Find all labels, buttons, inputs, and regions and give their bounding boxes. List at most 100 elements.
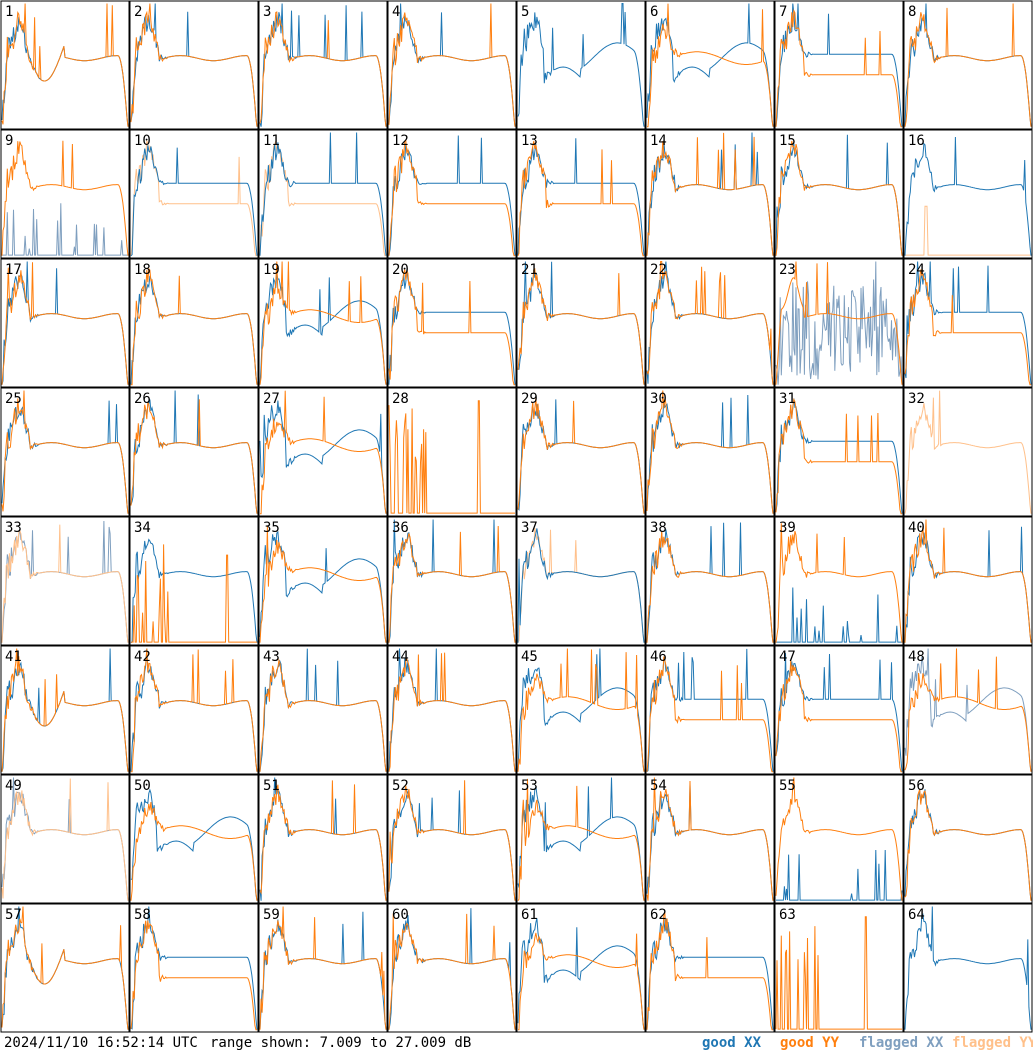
panel: 27 xyxy=(258,387,388,517)
series-good-xx xyxy=(904,136,1032,256)
panel-label: 5 xyxy=(521,4,529,20)
panel: 48 xyxy=(903,645,1033,775)
panel-label: 35 xyxy=(263,520,280,536)
panel-label: 48 xyxy=(908,649,925,665)
panel-frame xyxy=(0,0,130,130)
panel-label: 7 xyxy=(779,4,787,20)
panel: 59 xyxy=(258,903,388,1033)
panel: 35 xyxy=(258,516,388,646)
series-good-yy xyxy=(775,397,902,515)
panel-label: 54 xyxy=(650,778,667,794)
panel-frame xyxy=(774,645,904,775)
panel: 13 xyxy=(516,129,646,259)
series-good-yy xyxy=(130,801,258,901)
series-good-yy xyxy=(775,523,903,643)
series-good-xx xyxy=(517,777,645,901)
panel-label: 57 xyxy=(5,907,22,923)
series-good-xx xyxy=(904,906,1032,1030)
series-good-yy xyxy=(775,8,902,128)
series-good-yy xyxy=(131,267,258,386)
series-good-yy xyxy=(646,777,774,901)
panel-label: 34 xyxy=(134,520,151,536)
panel-label: 52 xyxy=(392,778,409,794)
panel: 47 xyxy=(774,645,904,775)
panel-label: 1 xyxy=(5,4,13,20)
series-good-yy xyxy=(517,648,645,772)
series-good-yy xyxy=(518,932,645,1031)
series-good-yy xyxy=(130,399,258,514)
panel: 5 xyxy=(516,0,646,130)
series-good-xx xyxy=(259,132,387,256)
panel: 43 xyxy=(258,645,388,775)
panel: 23 xyxy=(774,258,904,388)
panel-frame xyxy=(516,903,646,1033)
legend-flagged-xx: flagged XX xyxy=(859,1035,944,1051)
panel-label: 38 xyxy=(650,520,667,536)
series-good-yy xyxy=(259,261,387,385)
panel-frame xyxy=(129,516,259,646)
series-flagged-xx xyxy=(904,648,1032,772)
panel-label: 16 xyxy=(908,133,925,149)
legend-flagged-yy: flagged YY xyxy=(952,1035,1033,1051)
panel-label: 24 xyxy=(908,262,925,278)
series-good-xx xyxy=(388,269,516,385)
panel: 56 xyxy=(903,774,1033,904)
series-flagged-xx xyxy=(775,261,903,385)
panel: 55 xyxy=(774,774,904,904)
panel-label: 42 xyxy=(134,649,151,665)
panel: 42 xyxy=(129,645,259,775)
series-good-yy xyxy=(131,648,258,773)
series-good-yy xyxy=(1,140,129,256)
series-good-yy xyxy=(130,920,257,1031)
panel-frame xyxy=(387,258,517,388)
series-good-yy xyxy=(517,397,645,514)
series-good-xx xyxy=(646,918,774,1030)
panel: 44 xyxy=(387,645,517,775)
series-good-yy xyxy=(130,3,258,127)
series-good-yy xyxy=(1,648,129,772)
panel-label: 12 xyxy=(392,133,409,149)
panel: 1 xyxy=(0,0,130,130)
panel-frame xyxy=(387,387,517,517)
series-good-xx xyxy=(517,648,645,772)
series-good-yy xyxy=(259,11,387,127)
panel: 61 xyxy=(516,903,646,1033)
panel-label: 25 xyxy=(5,391,22,407)
panel-label: 62 xyxy=(650,907,667,923)
panel-label: 8 xyxy=(908,4,916,20)
series-good-yy xyxy=(775,660,902,773)
panel-frame xyxy=(516,258,646,388)
panel-frame xyxy=(516,129,646,259)
panel: 21 xyxy=(516,258,646,388)
panel: 3 xyxy=(258,0,388,130)
panel: 10 xyxy=(129,129,259,259)
panel-label: 18 xyxy=(134,262,151,278)
panel: 41 xyxy=(0,645,130,775)
series-good-xx xyxy=(646,648,774,773)
panel: 29 xyxy=(516,387,646,517)
series-good-xx xyxy=(259,530,387,643)
panel: 19 xyxy=(258,258,388,388)
series-flagged-yy xyxy=(259,140,386,257)
series-good-yy xyxy=(646,531,774,643)
panel-label: 63 xyxy=(779,907,796,923)
panel-frame xyxy=(903,387,1033,517)
series-good-yy xyxy=(388,913,516,1030)
panel-label: 10 xyxy=(134,133,151,149)
series-good-yy xyxy=(904,519,1032,643)
panel: 17 xyxy=(0,258,130,388)
panel: 25 xyxy=(0,387,130,517)
panel-label: 33 xyxy=(5,520,22,536)
series-flagged-yy xyxy=(904,390,1032,514)
panel: 22 xyxy=(645,258,775,388)
panel-label: 20 xyxy=(392,262,409,278)
series-good-xx xyxy=(517,138,645,256)
panel: 54 xyxy=(645,774,775,904)
series-good-yy xyxy=(1,3,129,127)
panel-label: 30 xyxy=(650,391,667,407)
series-good-xx xyxy=(517,3,645,127)
panel: 38 xyxy=(645,516,775,646)
series-good-xx xyxy=(388,135,516,256)
panel: 34 xyxy=(129,516,259,646)
